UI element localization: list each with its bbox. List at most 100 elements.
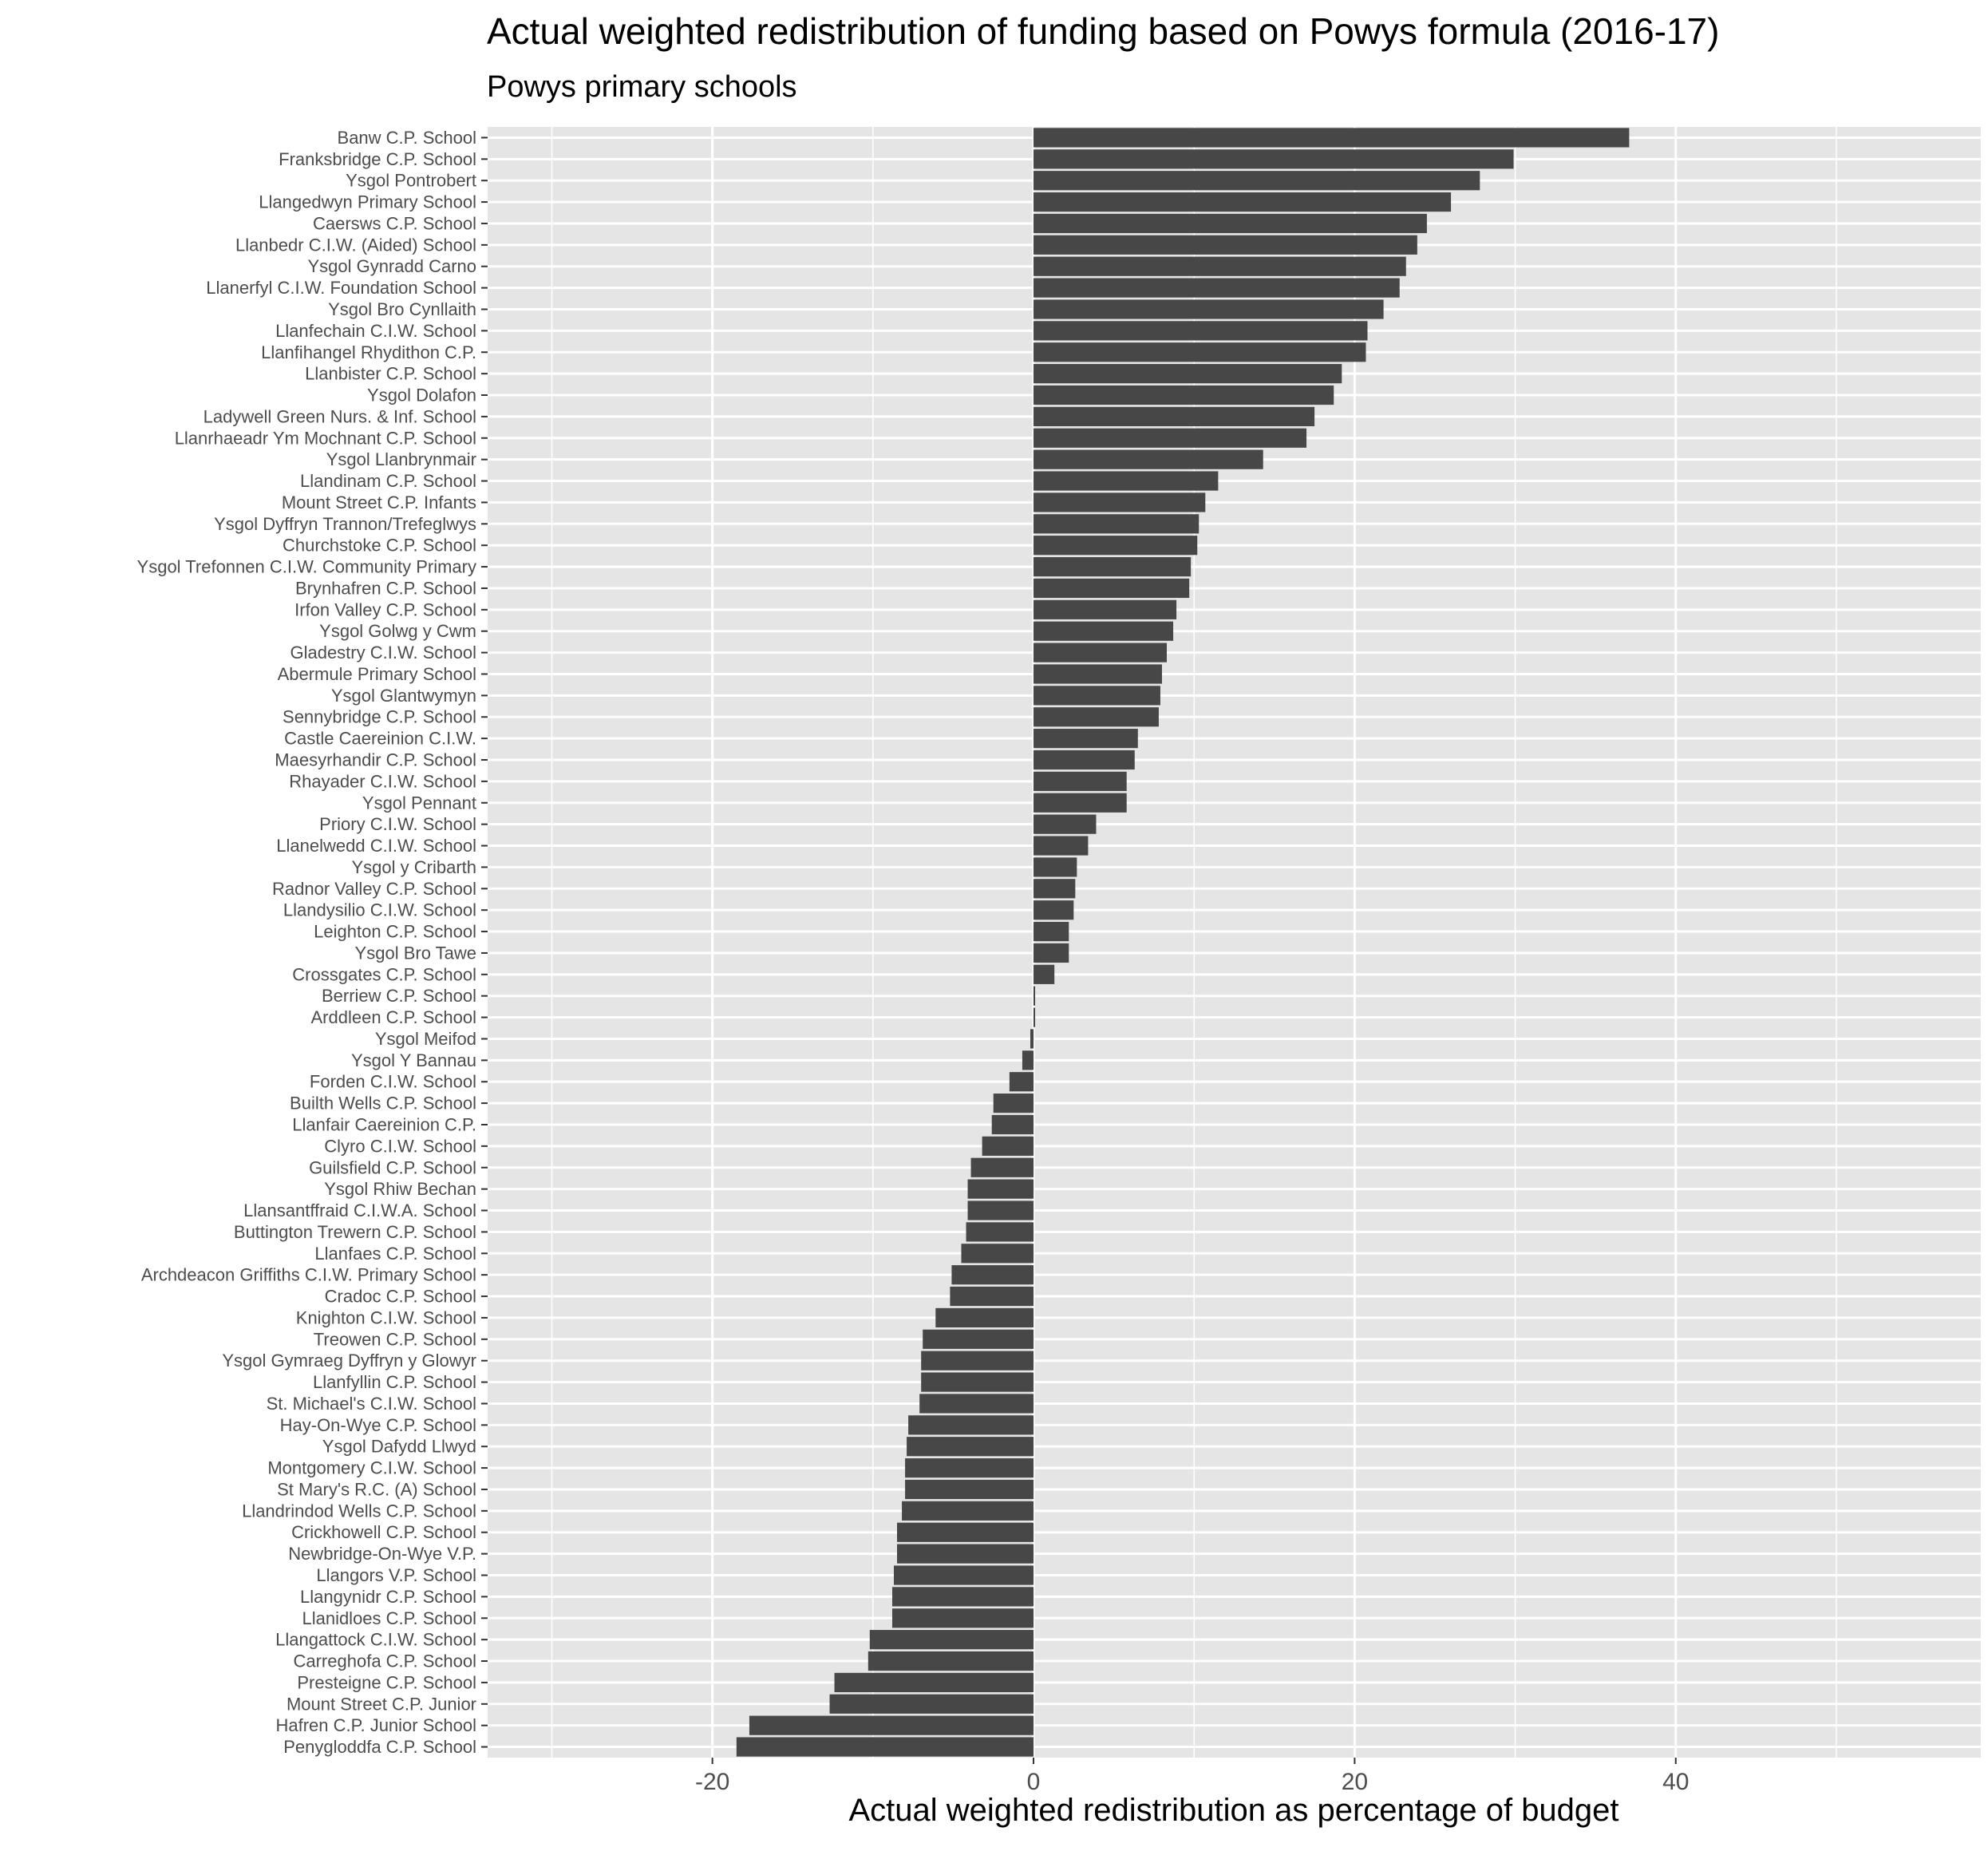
bar (1034, 536, 1198, 556)
y-tick-label: Radnor Valley C.P. School (272, 879, 476, 899)
y-tick-label: Llandinam C.P. School (300, 471, 476, 491)
y-tick-label: Builth Wells C.P. School (290, 1094, 476, 1113)
bar (902, 1501, 1034, 1521)
y-tick-label: Franksbridge C.P. School (279, 149, 476, 169)
y-tick-label: St Mary's R.C. (A) School (277, 1479, 476, 1499)
y-tick-label: Llanerfyl C.I.W. Foundation School (206, 278, 476, 298)
y-tick-label: Castle Caereinion C.I.W. (284, 729, 476, 749)
y-tick-label: Llanrhaeadr Ym Mochnant C.P. School (175, 428, 476, 448)
bar (1034, 857, 1077, 877)
y-tick-label: Irfon Valley C.P. School (294, 599, 476, 619)
y-tick-label: Ysgol Dafydd Llwyd (322, 1437, 476, 1457)
bar (1034, 836, 1089, 856)
bar (1034, 729, 1138, 749)
bar (893, 1565, 1034, 1585)
y-tick-label: Llandrindod Wells C.P. School (242, 1501, 476, 1521)
y-tick-label: Forden C.I.W. School (310, 1072, 476, 1092)
bar (919, 1394, 1034, 1414)
bar (1034, 128, 1630, 148)
y-tick-label: Priory C.I.W. School (319, 814, 476, 834)
chart-subtitle: Powys primary schools (487, 70, 797, 104)
y-tick-label: Llanidloes C.P. School (302, 1608, 476, 1628)
bar (921, 1351, 1034, 1370)
y-tick-label: Maesyrhandir C.P. School (275, 750, 476, 770)
bar (951, 1265, 1034, 1285)
bar (905, 1479, 1034, 1500)
y-tick-label: Ladywell Green Nurs. & Inf. School (204, 406, 476, 426)
y-tick-label: Ysgol Golwg y Cwm (319, 621, 476, 641)
y-tick-label: Carreghofa C.P. School (293, 1651, 476, 1671)
bar (967, 1179, 1034, 1199)
y-tick-label: Llangors V.P. School (316, 1565, 476, 1585)
y-tick-label: Llanbedr C.I.W. (Aided) School (235, 235, 476, 255)
y-tick-label: Caersws C.P. School (313, 213, 476, 233)
bar (966, 1222, 1034, 1242)
y-tick-label: Brynhafren C.P. School (295, 578, 476, 598)
bar (1034, 686, 1160, 706)
bar (1034, 707, 1159, 727)
bar (891, 1608, 1034, 1628)
y-tick-label: Leighton C.P. School (314, 922, 476, 942)
x-tick-label: 0 (1027, 1769, 1041, 1795)
bar (1034, 964, 1055, 984)
y-tick-label: Ysgol Pontrobert (346, 171, 476, 191)
y-tick-label: Ysgol Meifod (375, 1029, 476, 1049)
y-tick-label: Hafren C.P. Junior School (275, 1715, 476, 1735)
y-tick-label: Llansantffraid C.I.W.A. School (243, 1200, 476, 1220)
y-tick-label: Gladestry C.I.W. School (290, 643, 476, 662)
y-tick-label: Llanelwedd C.I.W. School (276, 836, 476, 856)
bar (1034, 192, 1452, 212)
bar (961, 1244, 1034, 1264)
y-tick-label: Ysgol Bro Cynllaith (328, 299, 476, 319)
bar (829, 1694, 1034, 1714)
y-tick-label: Cradoc C.P. School (325, 1287, 476, 1307)
y-tick-label: Crossgates C.P. School (292, 964, 476, 984)
y-tick-label: Ysgol Glantwymyn (331, 686, 476, 706)
bar (1034, 514, 1200, 534)
bar (1034, 599, 1177, 619)
y-tick-label: Llanbister C.P. School (305, 364, 476, 384)
y-tick-label: Knighton C.I.W. School (296, 1307, 476, 1327)
bar (1034, 621, 1174, 641)
bar (891, 1587, 1034, 1607)
y-tick-label: Archdeacon Griffiths C.I.W. Primary Scho… (141, 1265, 476, 1285)
bar (1034, 428, 1307, 448)
bar (907, 1437, 1034, 1457)
bar (869, 1630, 1034, 1650)
y-tick-label: Ysgol Dolafon (367, 386, 476, 405)
y-tick-label: Mount Street C.P. Junior (287, 1694, 476, 1714)
bar (923, 1329, 1034, 1349)
y-tick-label: Crickhowell C.P. School (291, 1522, 476, 1542)
bar (1034, 256, 1406, 276)
bar (1009, 1072, 1034, 1092)
y-tick-label: Ysgol Dyffryn Trannon/Trefeglwys (214, 514, 476, 534)
y-tick-label: Penygloddfa C.P. School (283, 1737, 476, 1757)
bar (1034, 471, 1219, 491)
bar (1030, 1029, 1034, 1049)
bar (982, 1136, 1034, 1156)
bar (991, 1114, 1034, 1135)
y-tick-label: Montgomery C.I.W. School (267, 1458, 476, 1478)
bar (1034, 171, 1480, 191)
bar (897, 1522, 1034, 1542)
bar (1034, 278, 1400, 298)
bar (1034, 943, 1069, 963)
y-tick-label: Ysgol Gynradd Carno (307, 256, 476, 276)
bar (1034, 449, 1263, 469)
bar (749, 1715, 1034, 1735)
bar (950, 1286, 1034, 1307)
bar (1034, 235, 1417, 255)
bar (1034, 299, 1384, 319)
bar (1034, 879, 1076, 899)
bar (905, 1458, 1034, 1478)
bar (1034, 793, 1127, 813)
y-tick-label: Ysgol Bro Tawe (355, 943, 476, 963)
bar (834, 1672, 1034, 1693)
bar (1034, 321, 1368, 341)
x-axis-title: Actual weighted redistribution as percen… (848, 1793, 1618, 1828)
y-tick-label: Guilsfield C.P. School (309, 1157, 476, 1177)
bar (1034, 750, 1135, 770)
y-tick-label: Arddleen C.P. School (310, 1007, 476, 1027)
y-tick-label: Mount Street C.P. Infants (282, 492, 476, 512)
